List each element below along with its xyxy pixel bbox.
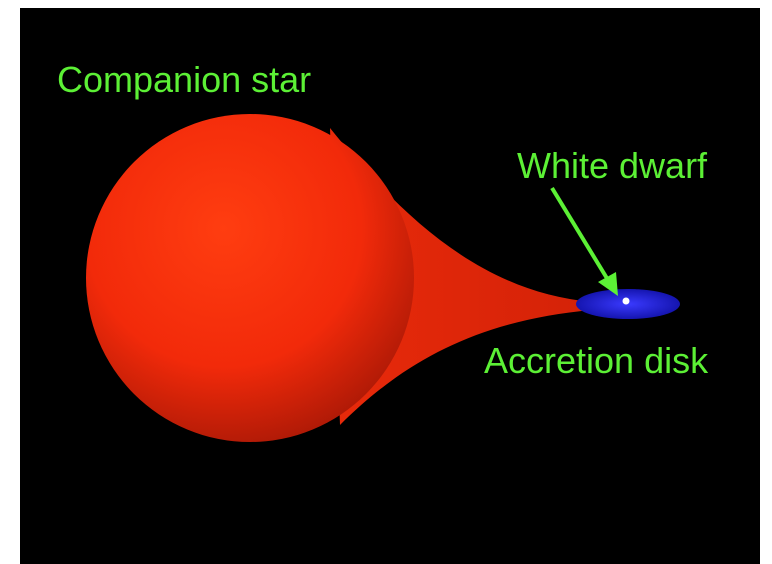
accretion-disk-label: Accretion disk xyxy=(484,340,709,381)
accretion-disk xyxy=(576,289,680,319)
white-dwarf xyxy=(622,297,630,305)
companion-star-label: Companion star xyxy=(57,59,311,100)
arrow-head xyxy=(598,272,618,296)
white-dwarf-label: White dwarf xyxy=(517,145,708,186)
companion-star xyxy=(86,114,414,442)
arrow-shaft xyxy=(550,186,610,282)
